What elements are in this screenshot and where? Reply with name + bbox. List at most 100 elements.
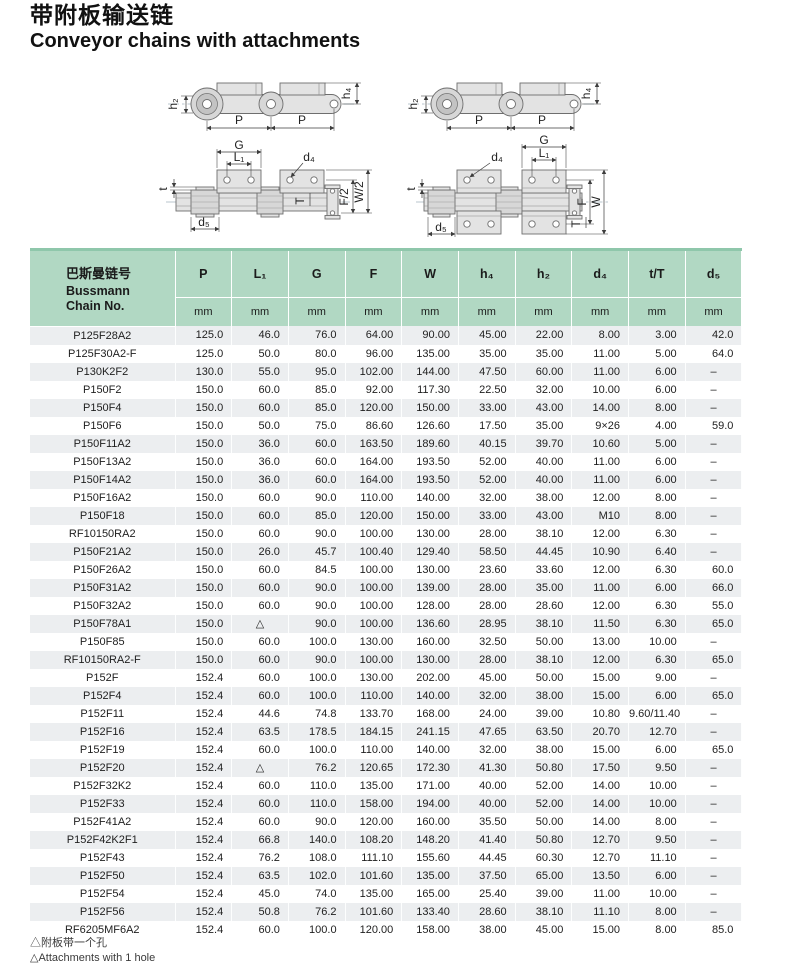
chain-no-cell: P152F4 [30,686,176,705]
chain-no-header-zh: 巴斯曼链号 [66,265,132,281]
value-cell: – [685,398,743,417]
value-cell: 184.15 [345,722,403,741]
value-cell: 32.00 [458,740,516,759]
value-cell: 152.4 [175,902,233,921]
column-header: W [401,249,459,298]
value-cell: 25.40 [458,884,516,903]
value-cell: 9.50 [628,758,686,777]
value-cell: 35.00 [515,578,573,597]
chain-no-cell: RF6205MF6A2 [30,920,176,939]
value-cell: 85.0 [288,398,346,417]
value-cell: 150.0 [175,470,233,489]
dim-label-p: P [538,113,546,127]
value-cell: 128.00 [401,596,459,615]
value-cell: 152.4 [175,812,233,831]
value-cell: 40.00 [515,470,573,489]
value-cell: 101.60 [345,866,403,885]
value-cell: 150.0 [175,524,233,543]
table-row: P130K2F2 130.0 55.0 95.0 102.00 144.00 47.50 60… [30,362,743,381]
value-cell: 130.00 [345,632,403,651]
value-cell: 50.0 [231,416,289,435]
value-cell: 150.00 [401,398,459,417]
value-cell: 50.00 [515,632,573,651]
value-cell: 60.0 [231,686,289,705]
value-cell: 60.0 [231,506,289,525]
value-cell: 46.0 [231,326,289,345]
value-cell: 90.0 [288,812,346,831]
dim-label-t-cap: T [569,220,583,228]
table-row: P152F16 152.4 63.5 178.5 184.15 241.15 47.65 63… [30,722,743,741]
value-cell: 139.00 [401,578,459,597]
table-row: P152F56 152.4 50.8 76.2 101.60 133.40 28.60 38.… [30,902,743,921]
value-cell: – [685,776,743,795]
table-row: P125F28A2 125.0 46.0 76.0 64.00 90.00 45.00 22.… [30,326,743,345]
unit-header: mm [345,297,403,326]
value-cell: 8.00 [628,506,686,525]
value-cell: 60.0 [231,632,289,651]
value-cell: 60.0 [231,398,289,417]
value-cell: 12.00 [571,596,629,615]
value-cell: 55.0 [231,362,289,381]
value-cell: 35.00 [515,416,573,435]
chain-no-cell: P125F30A2-F [30,344,176,363]
value-cell: 36.0 [231,470,289,489]
value-cell: 50.00 [515,812,573,831]
value-cell: 15.00 [571,668,629,687]
value-cell: 74.0 [288,884,346,903]
value-cell: 158.00 [401,920,459,939]
value-cell: 35.50 [458,812,516,831]
value-cell: 6.40 [628,542,686,561]
value-cell: 90.0 [288,596,346,615]
chain-no-cell: P150F6 [30,416,176,435]
value-cell: 22.00 [515,326,573,345]
value-cell: 6.30 [628,524,686,543]
table-row: P150F78A1 150.0 △ 90.0 100.00 136.60 28.95 38.1… [30,614,743,633]
value-cell: 52.00 [515,776,573,795]
value-cell: 60.0 [231,812,289,831]
value-cell: 6.00 [628,866,686,885]
value-cell: 110.00 [345,686,403,705]
value-cell: M10 [571,506,629,525]
value-cell: 140.00 [401,686,459,705]
dim-label-p: P [475,113,483,127]
column-header: h₄ [458,249,516,298]
table-row: P150F6 150.0 50.0 75.0 86.60 126.60 17.50 35.00… [30,416,743,435]
value-cell: 12.00 [571,488,629,507]
value-cell: 150.0 [175,398,233,417]
value-cell: 10.60 [571,434,629,453]
value-cell: 37.50 [458,866,516,885]
value-cell: 26.0 [231,542,289,561]
value-cell: 76.2 [231,848,289,867]
value-cell: 117.30 [401,380,459,399]
value-cell: 135.00 [401,344,459,363]
column-header: t/T [628,249,686,298]
value-cell: 194.00 [401,794,459,813]
value-cell: 32.50 [458,632,516,651]
chain-no-cell: P152F54 [30,884,176,903]
dim-label-d5: d₅ [435,220,447,234]
column-header: L₁ [231,249,289,298]
value-cell: 76.2 [288,902,346,921]
value-cell: 165.00 [401,884,459,903]
value-cell: 80.0 [288,344,346,363]
value-cell: 152.4 [175,740,233,759]
value-cell: 130.0 [175,362,233,381]
value-cell: 6.00 [628,470,686,489]
value-cell: 65.0 [685,740,743,759]
value-cell: 28.00 [458,524,516,543]
column-header: P [175,249,233,298]
page-title-english: Conveyor chains with attachments [30,30,361,52]
value-cell: 74.8 [288,704,346,723]
value-cell: 35.00 [515,344,573,363]
value-cell: 11.00 [571,452,629,471]
value-cell: 28.60 [515,596,573,615]
value-cell: 6.00 [628,452,686,471]
column-header: d₅ [685,249,743,298]
value-cell: 66.0 [685,578,743,597]
value-cell: 40.00 [458,776,516,795]
value-cell: 60.0 [231,578,289,597]
dim-label-p: P [298,113,306,127]
value-cell: – [685,434,743,453]
